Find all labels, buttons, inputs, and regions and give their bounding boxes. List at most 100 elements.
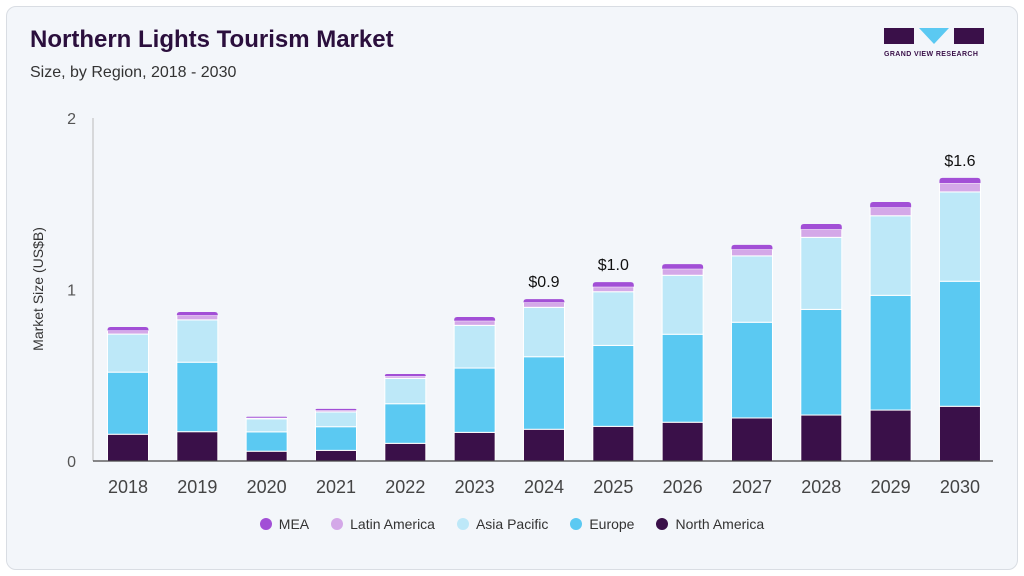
y-tick-label: 2 [67, 111, 76, 128]
bar-segment-north-america [730, 417, 773, 462]
bar-segment-asia-pacific [800, 236, 843, 310]
x-tick-label: 2021 [316, 477, 356, 497]
x-tick-label: 2028 [801, 477, 841, 497]
bar-segment-europe [314, 426, 357, 451]
legend-label: Europe [589, 516, 635, 532]
bar-segment-asia-pacific [453, 324, 496, 369]
chart-card [6, 6, 1018, 570]
bar-segment-europe [592, 344, 635, 427]
bar-segment-mea [454, 316, 496, 321]
bar-segment-north-america [869, 409, 912, 462]
bar-segment-mea [384, 374, 426, 377]
bar-segment-mea [800, 223, 842, 230]
x-tick-label: 2023 [455, 477, 495, 497]
y-tick-label: 1 [67, 283, 76, 300]
bar-segment-europe [384, 403, 427, 444]
x-tick-label: 2030 [940, 477, 980, 497]
bar-segment-latin-america [800, 228, 843, 238]
legend-item: North America [656, 516, 764, 532]
legend-label: MEA [278, 516, 310, 532]
bar-segment-north-america [453, 431, 496, 462]
bar-segment-latin-america [314, 409, 357, 413]
bar-segment-latin-america [938, 182, 981, 193]
bar-segment-north-america [522, 428, 565, 462]
bar-segment-asia-pacific [938, 191, 981, 282]
bar-segment-asia-pacific [176, 319, 219, 363]
bar-segment-europe [661, 333, 704, 423]
bar-segment-latin-america [730, 248, 773, 257]
x-tick-label: 2018 [108, 477, 148, 497]
logo-text: GRAND VIEW RESEARCH [884, 51, 979, 58]
bar-segment-latin-america [245, 417, 288, 420]
bar-segment-europe [800, 308, 843, 416]
legend-item: Europe [570, 516, 634, 532]
bar-segment-mea [592, 282, 634, 287]
legend-swatch [456, 518, 469, 530]
bar-segment-asia-pacific [107, 333, 149, 373]
bar-segment-asia-pacific [522, 306, 565, 358]
bar-segment-latin-america [176, 314, 219, 321]
bar-segment-europe [938, 280, 981, 407]
data-label: $1.6 [944, 153, 975, 170]
bar-segment-mea [176, 311, 218, 316]
bar-segment-europe [176, 361, 219, 433]
bar-segment-mea [731, 244, 773, 250]
bar-segment-north-america [661, 421, 704, 462]
legend-label: Asia Pacific [475, 516, 549, 532]
bar-segment-north-america [314, 449, 357, 462]
x-tick-label: 2026 [663, 477, 703, 497]
x-tick-label: 2022 [385, 477, 425, 497]
legend-swatch [570, 518, 583, 530]
x-tick-label: 2019 [177, 477, 217, 497]
bar-segment-mea [315, 408, 357, 411]
x-tick-label: 2027 [732, 477, 772, 497]
bar-segment-latin-america [522, 301, 565, 308]
bar-segment-latin-america [661, 268, 704, 276]
bar-segment-latin-america [592, 286, 635, 293]
data-label: $0.9 [528, 274, 559, 291]
bar-segment-asia-pacific [592, 291, 635, 346]
bar-segment-europe [869, 294, 912, 411]
legend-swatch [656, 518, 669, 530]
page-title: Northern Lights Tourism Market [30, 26, 394, 53]
bar-segment-asia-pacific [245, 418, 288, 433]
bar-segment-north-america [176, 431, 219, 462]
grand-view-research-logo [884, 28, 984, 44]
legend-item: Asia Pacific [456, 516, 549, 532]
bar-segment-north-america [938, 405, 981, 462]
legend-item: MEA [259, 516, 310, 532]
bar-segment-latin-america [453, 320, 496, 326]
bar-segment-latin-america [384, 375, 427, 379]
bar-segment-north-america [592, 425, 635, 462]
bar-segment-asia-pacific [661, 274, 704, 335]
bar-segment-asia-pacific [384, 377, 427, 405]
x-tick-label: 2029 [871, 477, 911, 497]
x-tick-label: 2025 [593, 477, 633, 497]
legend-swatch [259, 518, 272, 530]
bar-segment-mea [523, 299, 565, 303]
bar-segment-latin-america [869, 206, 912, 217]
x-tick-label: 2024 [524, 477, 564, 497]
bar-segment-europe [453, 367, 496, 433]
bar-segment-north-america [384, 442, 427, 462]
bar-segment-north-america [800, 414, 843, 462]
bar-segment-mea [870, 202, 912, 208]
y-axis-title: Market Size (US$B) [30, 227, 46, 351]
bar-segment-north-america [245, 450, 288, 462]
bar-segment-europe [522, 356, 565, 430]
page-subtitle: Size, by Region, 2018 - 2030 [30, 64, 237, 81]
legend-label: North America [675, 516, 765, 532]
bar-segment-europe [245, 431, 288, 452]
bar-segment-mea [107, 327, 149, 331]
bar-segment-north-america [107, 433, 149, 462]
bar-segment-mea [939, 177, 981, 184]
x-tick-label: 2020 [247, 477, 287, 497]
bar-segment-mea [662, 264, 704, 269]
bar-segment-mea [246, 416, 288, 418]
bar-segment-latin-america [107, 329, 149, 335]
data-label: $1.0 [598, 257, 629, 274]
bar-segment-asia-pacific [869, 215, 912, 296]
bar-segment-asia-pacific [730, 255, 773, 323]
bar-segment-europe [730, 321, 773, 419]
